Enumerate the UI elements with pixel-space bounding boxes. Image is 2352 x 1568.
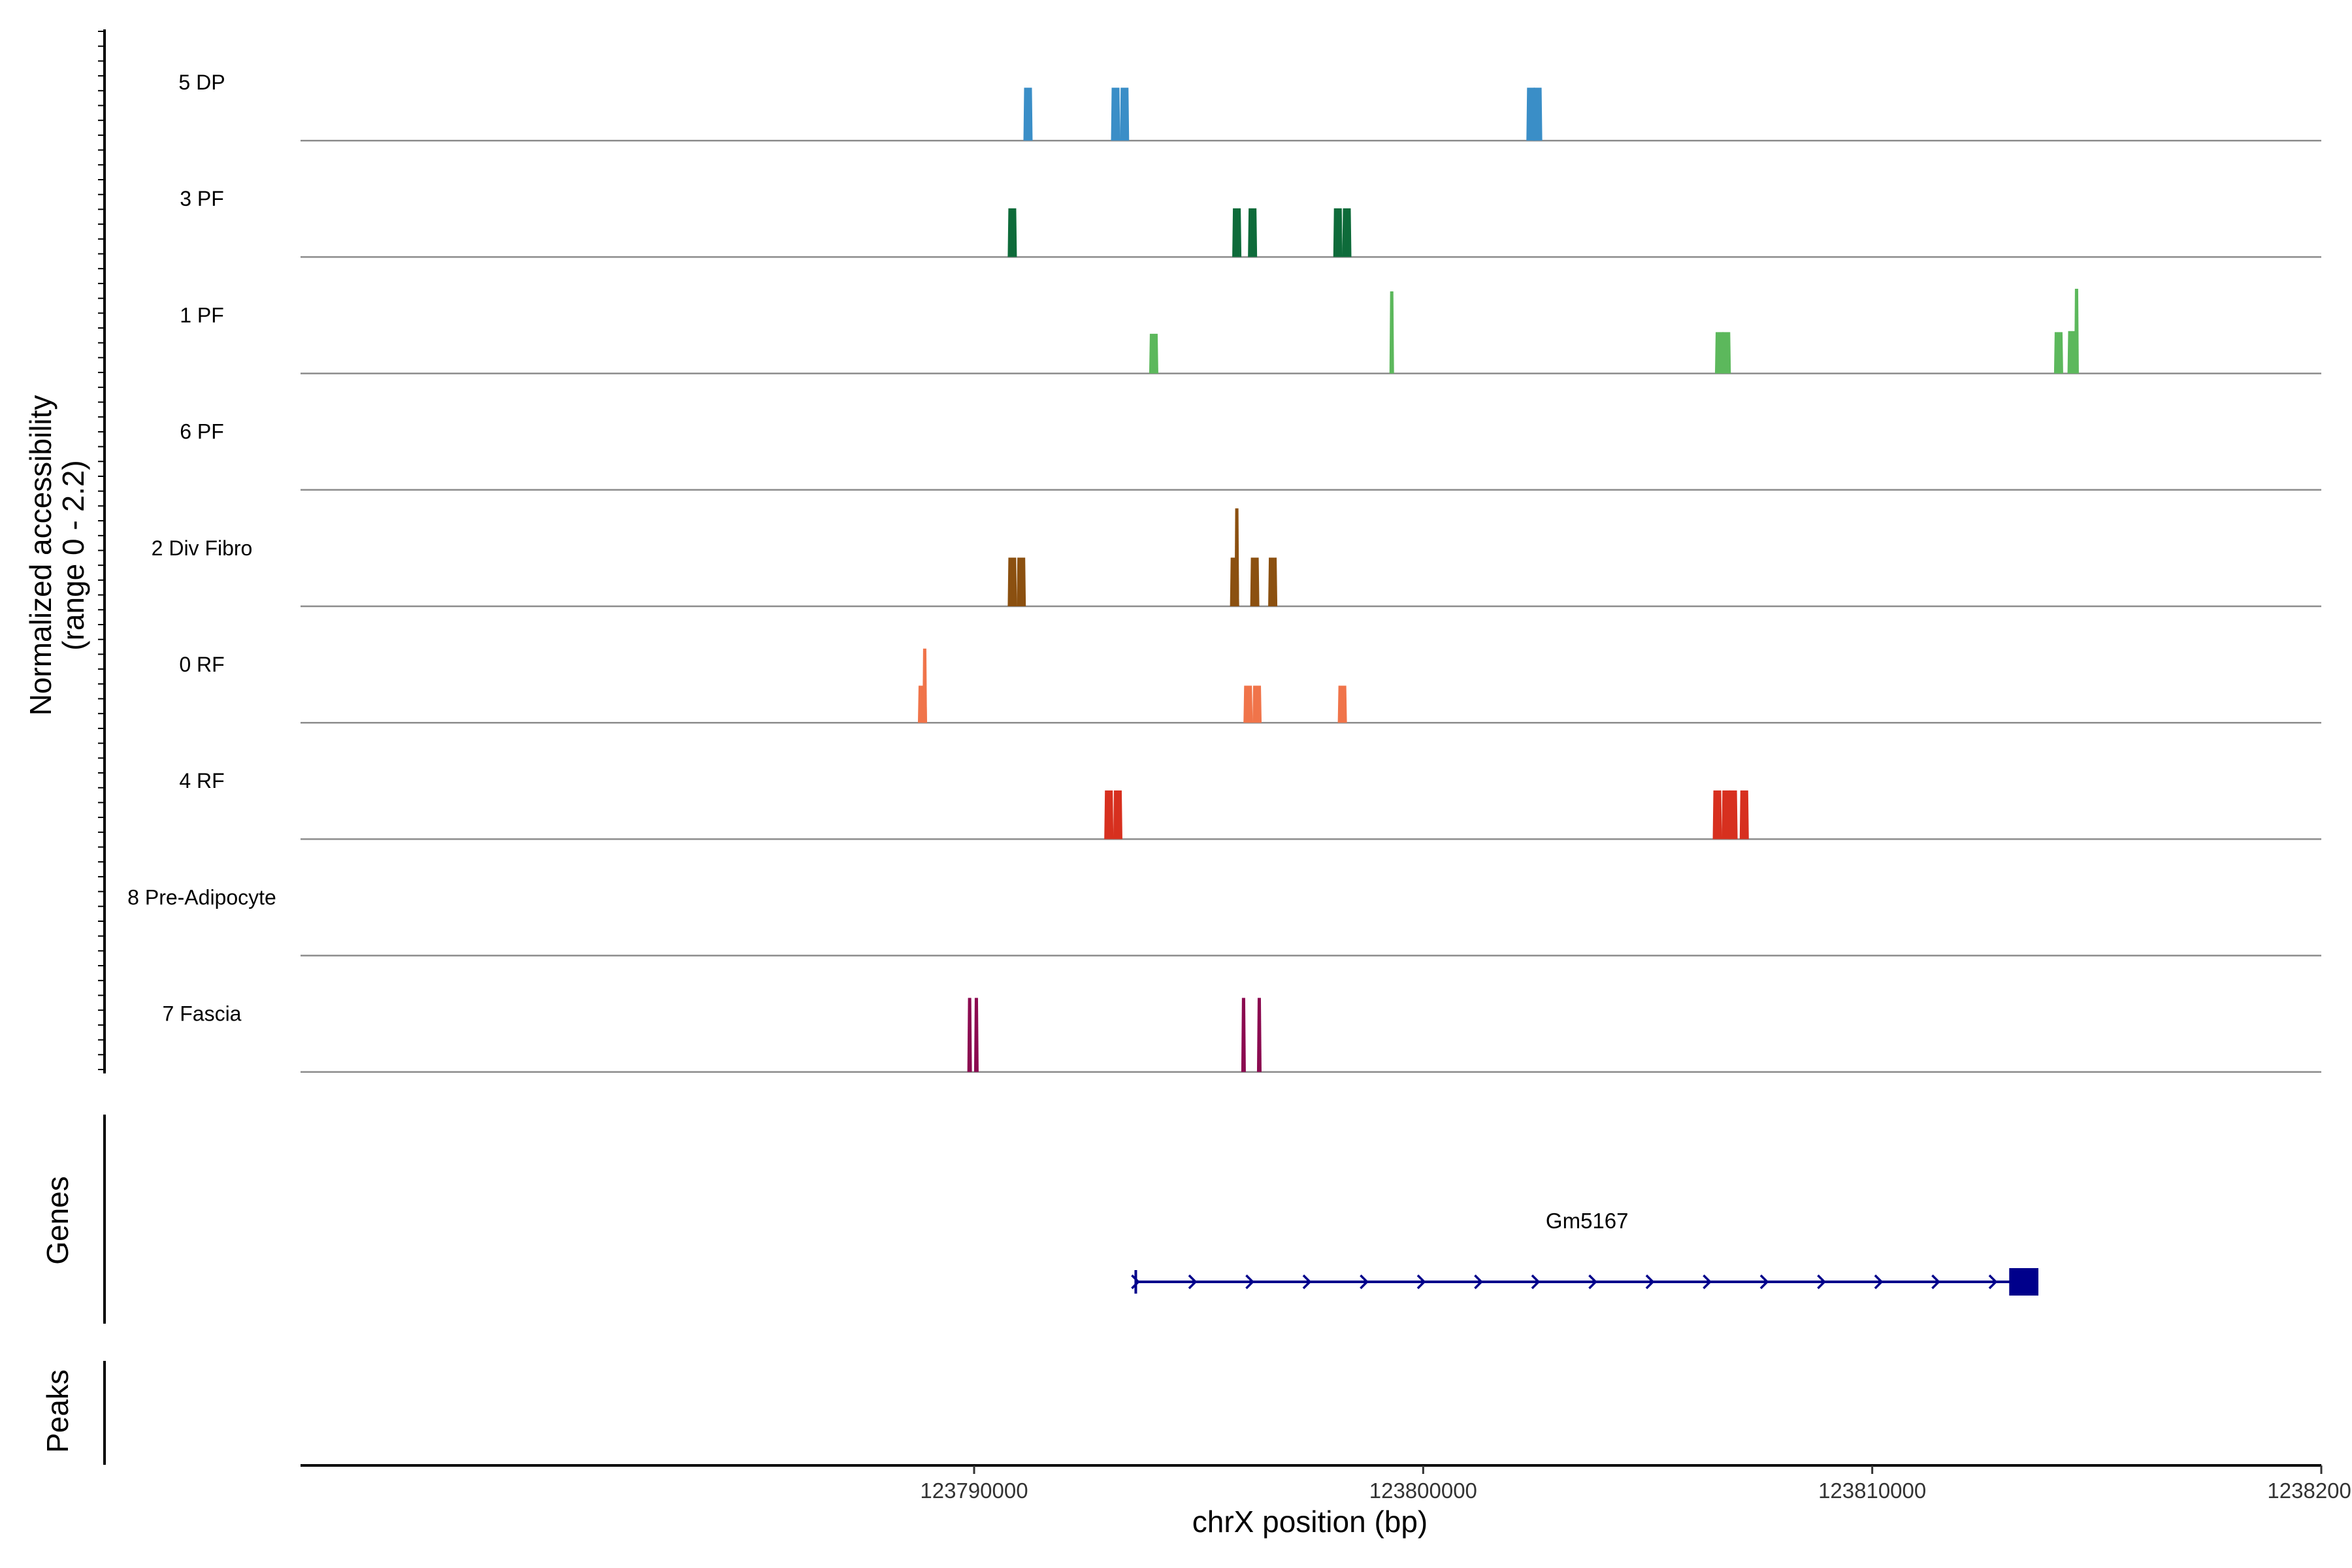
x-tick-label: 123800000 (1369, 1478, 1477, 1503)
strand-arrow-icon (1703, 1274, 1712, 1290)
y-axis-subtitle: (range 0 - 2.2) (56, 460, 90, 650)
strand-arrow-icon (1817, 1274, 1826, 1290)
track-1-pf: 1 PF (180, 289, 2321, 374)
coverage-peak (1739, 790, 1749, 840)
coverage-peak (1722, 332, 1731, 374)
coverage-peak (1268, 557, 1278, 606)
coverage-peak (1120, 88, 1130, 141)
strand-arrow-icon (1588, 1274, 1597, 1290)
x-tick-label: 123820000 (2267, 1478, 2352, 1503)
coverage-peak (1252, 685, 1262, 723)
coverage-peak (1104, 790, 1114, 840)
genes-panel-title: Genes (41, 1176, 74, 1265)
track-label: 0 RF (179, 653, 224, 676)
coverage-peak (1017, 557, 1026, 606)
track-3-pf: 3 PF (180, 187, 2321, 258)
strand-arrow-icon (1759, 1274, 1769, 1290)
coverage-peak (1241, 998, 1246, 1072)
coverage-peak (1342, 208, 1352, 257)
track-7-fascia: 7 Fascia (163, 998, 2321, 1073)
coverage-peak (2074, 289, 2079, 374)
coverage-peak (922, 648, 927, 723)
track-label: 1 PF (180, 303, 224, 327)
strand-arrow-icon (1188, 1274, 1198, 1290)
x-tick-label: 123810000 (1818, 1478, 1926, 1503)
track-label: 3 PF (180, 187, 224, 210)
coverage-peak (1023, 88, 1033, 141)
coverage-peak (1234, 508, 1239, 606)
track-6-pf: 6 PF (180, 420, 2321, 491)
coverage-peak (1712, 790, 1722, 840)
track-label: 2 Div Fibro (152, 536, 253, 560)
coverage-peak (1714, 332, 1724, 374)
coverage-peak (1007, 208, 1017, 257)
strand-arrow-icon (1474, 1274, 1483, 1290)
coverage-peak (1111, 88, 1120, 141)
left-axes (98, 29, 106, 1465)
coverage-tracks: 5 DP 3 PF 1 PF 6 PF 2 Div Fibro 0 RF 4 RF 8 Pre… (127, 71, 2321, 1073)
gene-name-label: Gm5167 (1546, 1209, 1629, 1233)
coverage-peak (1250, 557, 1260, 606)
strand-arrow-icon (1874, 1274, 1884, 1290)
coverage-peak (1248, 208, 1258, 257)
x-tick-label: 123790000 (920, 1478, 1028, 1503)
coverage-peak (973, 998, 979, 1072)
y-axis-title: Normalized accessibility (24, 395, 57, 716)
coverage-peak (1722, 790, 1731, 840)
coverage-peak (967, 998, 972, 1072)
peaks-panel-title: Peaks (41, 1369, 74, 1453)
coverage-peak (1337, 685, 1347, 723)
strand-arrow-icon (1416, 1274, 1426, 1290)
coverage-peak (2053, 332, 2063, 374)
strand-arrow-icon (1360, 1274, 1369, 1290)
coverage-peak (1149, 333, 1158, 374)
coverage-peak (1243, 685, 1253, 723)
strand-arrow-icon (1302, 1274, 1312, 1290)
coverage-peak (1113, 790, 1122, 840)
track-label: 7 Fascia (163, 1002, 242, 1026)
coverage-peak (1333, 208, 1343, 257)
coverage-peak (1728, 790, 1738, 840)
strand-arrow-icon (1988, 1274, 1998, 1290)
track-5-dp: 5 DP (178, 71, 2321, 142)
track-2-div-fibro: 2 Div Fibro (152, 508, 2321, 608)
strand-arrow-icon (1645, 1274, 1655, 1290)
strand-arrow-icon (1531, 1274, 1541, 1290)
track-label: 6 PF (180, 420, 224, 444)
coverage-peak (1256, 998, 1262, 1072)
track-label: 8 Pre-Adipocyte (127, 885, 276, 909)
coverage-peak (1389, 291, 1394, 374)
gene-annotation: Gm5167 (1131, 1209, 2038, 1296)
coverage-peak (1533, 88, 1543, 141)
x-axis-title: chrX position (bp) (1192, 1505, 1428, 1539)
coverage-peak (1007, 557, 1017, 606)
gene-exon (2009, 1268, 2038, 1296)
track-label: 5 DP (178, 71, 225, 94)
track-8-pre-adipocyte: 8 Pre-Adipocyte (127, 885, 2321, 956)
coverage-peak (1526, 88, 1536, 141)
track-4-rf: 4 RF (179, 769, 2321, 840)
strand-arrow-icon (1131, 1274, 1140, 1290)
track-0-rf: 0 RF (179, 648, 2321, 724)
x-axis: 123790000 123800000 123810000 123820000 (301, 1464, 2352, 1503)
strand-arrow-icon (1245, 1274, 1254, 1290)
track-label: 4 RF (179, 769, 224, 792)
strand-arrow-icon (1931, 1274, 1940, 1290)
coverage-peak (1232, 208, 1242, 257)
